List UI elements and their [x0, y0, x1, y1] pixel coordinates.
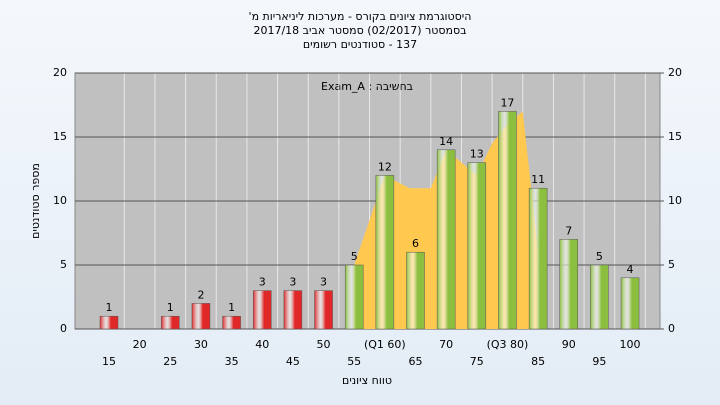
x-tick-label: 75	[470, 355, 484, 368]
value-label: 13	[470, 148, 484, 161]
y2-tick-label: 15	[668, 130, 682, 143]
x-tick-label: 100	[620, 338, 641, 351]
value-label: 14	[439, 135, 453, 148]
y2-tick-label: 0	[668, 322, 675, 335]
bar	[253, 290, 272, 330]
value-label: 3	[289, 276, 296, 289]
x-tick-label: 15	[102, 355, 116, 368]
x-tick-label: 65	[409, 355, 423, 368]
x-tick-label: 40	[255, 338, 269, 351]
x-tick-label: 35	[225, 355, 239, 368]
y2-tick-label: 5	[668, 258, 675, 271]
bar	[620, 277, 640, 330]
y-tick-label: 20	[53, 66, 67, 79]
chart-subtitle: 137 - סטודנטים רשומים	[303, 38, 417, 51]
value-label: 3	[320, 276, 327, 289]
x-tick-label: 20	[133, 338, 147, 351]
y-tick-label: 5	[60, 258, 67, 271]
y2-tick-label: 20	[668, 66, 682, 79]
x-tick-label: 25	[163, 355, 177, 368]
bar	[283, 290, 303, 330]
x-tick-label: 95	[592, 355, 606, 368]
bar	[559, 239, 578, 330]
bar	[375, 175, 395, 330]
value-label: 1	[106, 301, 113, 314]
y-tick-label: 0	[60, 322, 67, 335]
y-tick-label: 10	[53, 194, 67, 207]
value-label: 17	[500, 96, 514, 109]
x-axis-label: טווח ציונים	[342, 374, 392, 387]
value-label: 4	[627, 263, 634, 276]
x-tick-label: 85	[531, 355, 545, 368]
value-label: 2	[197, 288, 204, 301]
value-label: 1	[167, 301, 174, 314]
x-tick-label: 55	[347, 355, 361, 368]
bar	[436, 149, 456, 330]
value-label: 3	[259, 276, 266, 289]
x-tick-label: 70	[439, 338, 453, 351]
bar	[161, 315, 180, 330]
value-label: 12	[378, 160, 392, 173]
y-tick-label: 15	[53, 130, 67, 143]
chart-subtitle: בסמסטר (02/2017) סמסטר אביב 2017/18	[253, 24, 466, 37]
value-label: 5	[596, 250, 603, 263]
bar	[222, 315, 241, 330]
x-tick-label: 30	[194, 338, 208, 351]
bar	[344, 264, 364, 330]
value-label: 5	[351, 250, 358, 263]
x-tick-label: 90	[562, 338, 576, 351]
bar	[498, 111, 517, 330]
bar	[528, 187, 548, 330]
bar	[99, 315, 119, 330]
chart-title: היסטוגרמת ציונים בקורס - מערכות ליניאריו…	[249, 10, 472, 23]
x-tick-label: 50	[317, 338, 331, 351]
value-label: 6	[412, 237, 419, 250]
value-label: 11	[531, 173, 545, 186]
x-tick-label: 45	[286, 355, 300, 368]
bar	[406, 251, 425, 330]
bar	[314, 290, 333, 330]
y-axis-label: מספר סטודנטים	[29, 163, 42, 239]
value-label: 1	[228, 301, 235, 314]
value-label: 7	[565, 224, 572, 237]
bar	[191, 303, 211, 330]
x-tick-label: (Q3 80)	[487, 338, 529, 351]
x-tick-label: (Q1 60)	[364, 338, 406, 351]
bar	[467, 162, 487, 330]
bar	[590, 264, 609, 330]
y2-tick-label: 10	[668, 194, 682, 207]
annotation: Exam_A : בחשיבה	[321, 80, 413, 93]
